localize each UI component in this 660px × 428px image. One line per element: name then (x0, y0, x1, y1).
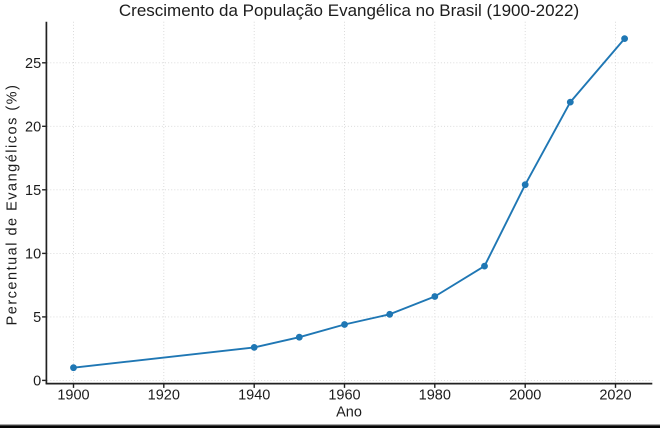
svg-text:1920: 1920 (148, 388, 180, 404)
svg-text:20: 20 (25, 119, 41, 135)
svg-text:Ano: Ano (336, 405, 362, 421)
svg-text:1980: 1980 (419, 388, 451, 404)
svg-text:15: 15 (25, 183, 41, 199)
svg-text:Crescimento da População Evang: Crescimento da População Evangélica no B… (119, 1, 579, 20)
svg-text:1900: 1900 (57, 388, 89, 404)
svg-text:5: 5 (33, 310, 41, 326)
svg-text:1940: 1940 (238, 388, 270, 404)
svg-text:0: 0 (33, 373, 41, 389)
svg-text:2020: 2020 (599, 388, 631, 404)
svg-text:1960: 1960 (328, 388, 360, 404)
svg-text:2000: 2000 (509, 388, 541, 404)
svg-text:10: 10 (25, 246, 41, 262)
svg-text:25: 25 (25, 56, 41, 72)
svg-text:Percentual de Evangélicos (%): Percentual de Evangélicos (%) (4, 84, 20, 326)
